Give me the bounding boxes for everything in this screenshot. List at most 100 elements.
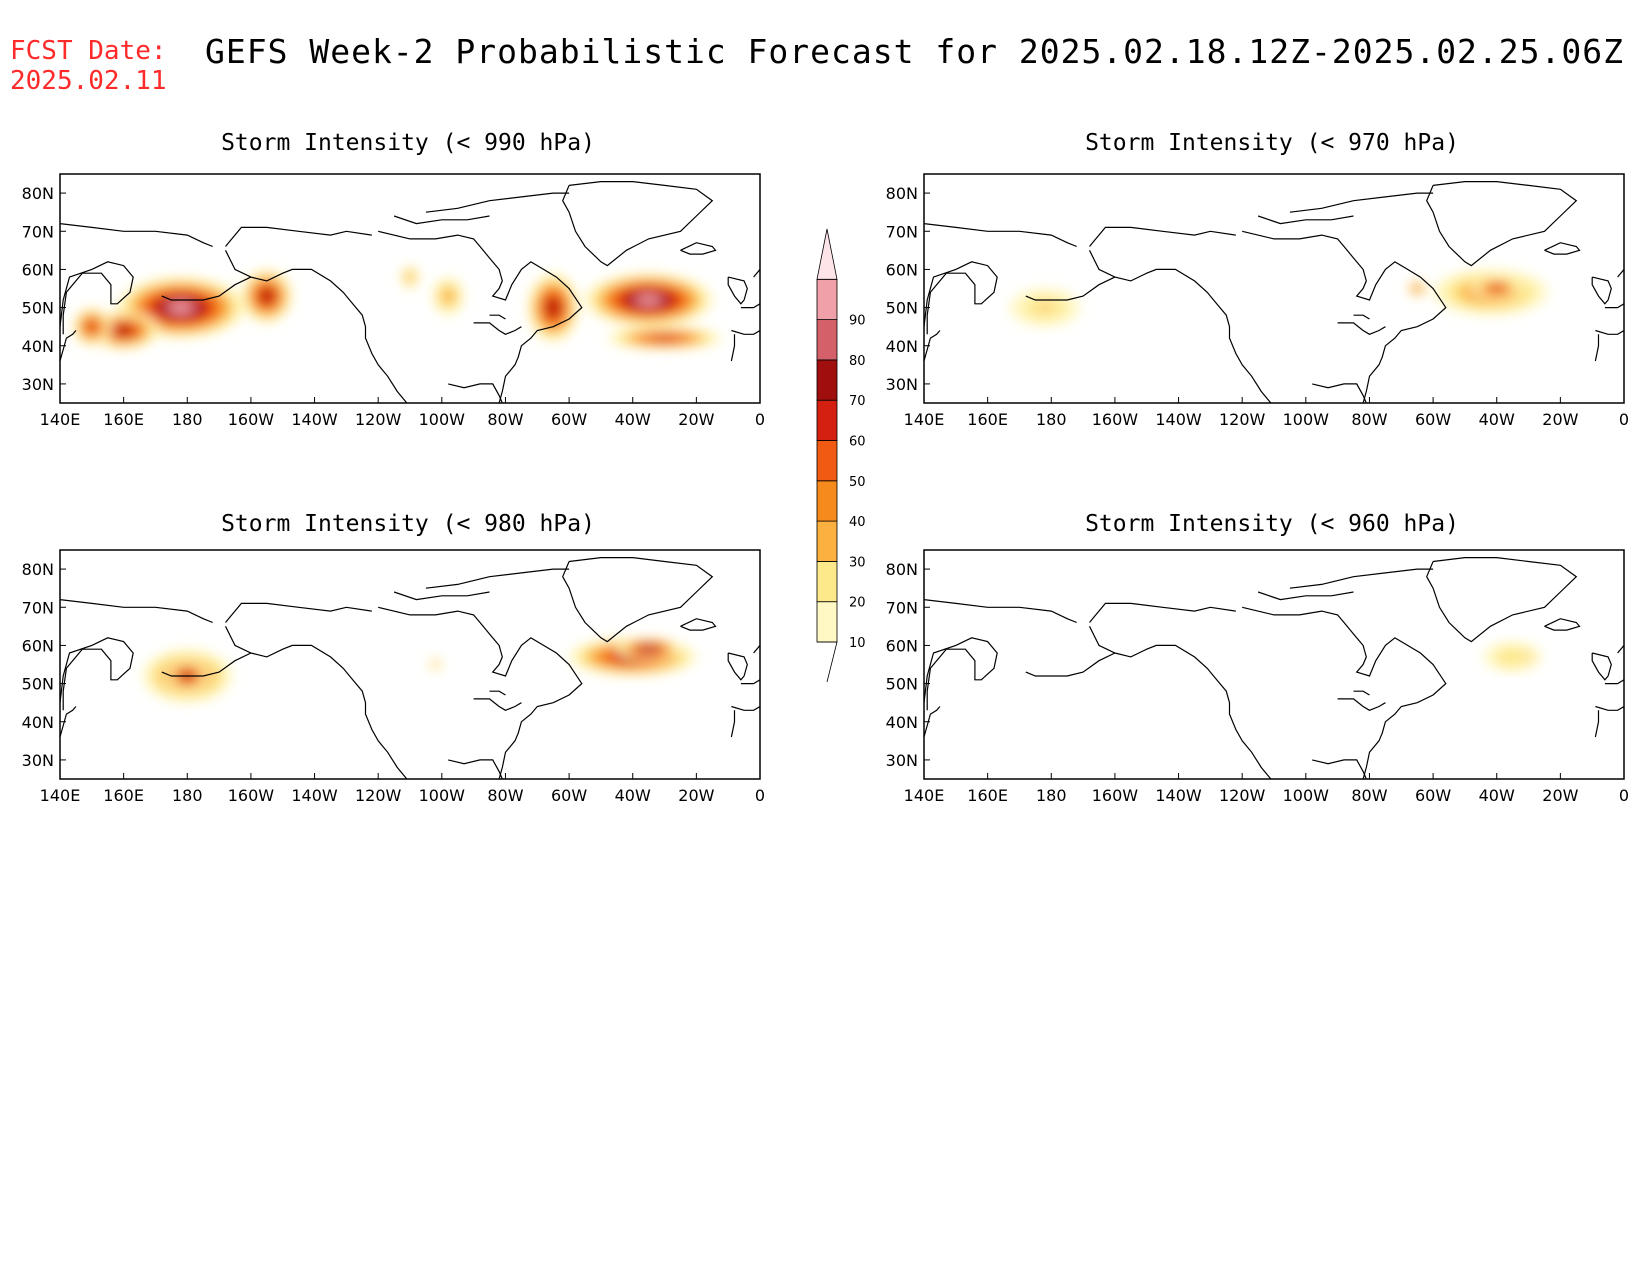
probability-contour-p990-5-3 (441, 287, 455, 305)
lat-tick-label-p970-4: 40N (886, 337, 918, 356)
coastline-p970-10 (1289, 192, 1434, 213)
lon-tick-label-p960-0: 140E (904, 786, 945, 805)
lon-tick-label-p960-8: 60W (1415, 786, 1451, 805)
probability-contour-p990-3-7 (261, 290, 272, 302)
lat-tick-label-p990-4: 40N (22, 337, 54, 356)
axis-ticks-970: 140E 160E 180 160W 140W 120W 100W 80W 60W 40W 20W 0… (886, 184, 1629, 429)
colorbar-swatch-1 (816, 561, 838, 603)
lat-tick-label-p970-2: 60N (886, 260, 918, 279)
coastline-p960-13 (1544, 618, 1581, 631)
lon-tick-label-p960-7: 80W (1351, 786, 1387, 805)
colorbar-label-5: 60 (849, 435, 866, 450)
panel-960hpa: Storm Intensity (< 960 hPa) 140E 160E 180 1… (886, 511, 1629, 805)
coastline-p980-17 (730, 710, 736, 738)
coastline-p980-6 (378, 606, 583, 779)
lon-tick-label-p980-6: 100W (419, 786, 466, 805)
lon-tick-label-p960-1: 160E (967, 786, 1008, 805)
probability-field-980 (142, 637, 697, 703)
lat-tick-label-p970-3: 50N (886, 299, 918, 318)
colorbar-swatch-3 (816, 480, 838, 522)
map-frame-980 (59, 549, 761, 780)
coastline-p990-12 (562, 181, 714, 267)
coastlines-980 (60, 557, 760, 779)
coastline-p990-16 (731, 329, 760, 335)
lon-tick-label-p980-10: 20W (678, 786, 714, 805)
coastline-p980-3 (225, 602, 372, 623)
coastline-p960-2 (924, 599, 1077, 624)
coastline-p980-16 (731, 705, 760, 711)
coastline-p980-1 (60, 706, 77, 738)
coastline-p970-11 (1257, 215, 1354, 225)
lon-tick-label-p960-2: 180 (1036, 786, 1067, 805)
coastline-p970-2 (924, 223, 1077, 248)
coastline-p990-18 (753, 269, 760, 278)
forecast-date-label: FCST Date: (10, 36, 167, 66)
main-title: GEFS Week-2 Probabilistic Forecast for 2… (205, 32, 1625, 71)
coastline-p990-0 (60, 261, 134, 335)
coastline-p970-6 (1242, 230, 1447, 403)
coastline-p970-13 (1544, 242, 1581, 255)
lon-tick-label-p990-9: 40W (615, 410, 651, 429)
probability-contour-p990-4-3 (405, 272, 415, 282)
coastline-p960-5 (1025, 652, 1116, 677)
coastline-p960-16 (1595, 705, 1624, 711)
lon-tick-label-p970-6: 100W (1283, 410, 1330, 429)
lat-tick-label-p970-1: 70N (886, 222, 918, 241)
lon-tick-label-p990-0: 140E (40, 410, 81, 429)
coastline-p980-12 (562, 557, 714, 643)
probability-contour-p960-0-2 (1495, 647, 1530, 667)
coastline-p980-15 (740, 679, 760, 685)
coastline-p970-1 (924, 330, 941, 362)
lon-tick-label-p960-6: 100W (1283, 786, 1330, 805)
lon-tick-label-p990-8: 60W (551, 410, 587, 429)
probability-field-970 (1009, 269, 1548, 327)
axis-ticks-990: 140E 160E 180 160W 140W 120W 100W 80W 60W 40W 20W 0… (22, 184, 765, 429)
map-frame-990 (59, 173, 761, 404)
coastline-p970-17 (1594, 334, 1600, 362)
coastline-p980-8 (473, 698, 522, 711)
lat-tick-label-p980-4: 40N (22, 713, 54, 732)
probability-field-990 (72, 265, 722, 350)
colorbar-label-6: 70 (849, 394, 866, 409)
coastline-p990-8 (473, 322, 522, 335)
colorbar-label-2: 30 (849, 555, 866, 570)
lon-tick-label-p980-11: 0 (755, 786, 765, 805)
panel-title-960: Storm Intensity (< 960 hPa) (1085, 511, 1459, 537)
lat-tick-label-p980-3: 50N (22, 675, 54, 694)
lat-tick-label-p960-5: 30N (886, 751, 918, 770)
colorbar-swatch-8 (816, 278, 838, 320)
lon-tick-label-p990-4: 140W (291, 410, 338, 429)
lat-tick-label-p990-5: 30N (22, 375, 54, 394)
coastline-p960-1 (924, 706, 941, 738)
lon-tick-label-p980-3: 160W (228, 786, 275, 805)
coastline-p990-2 (60, 223, 213, 248)
lon-tick-label-p990-7: 80W (487, 410, 523, 429)
lon-tick-label-p970-10: 20W (1542, 410, 1578, 429)
colorbar-label-8: 90 (849, 314, 866, 329)
coastline-p990-1 (60, 330, 77, 362)
colorbar-swatch-7 (816, 319, 838, 361)
coastline-p980-10 (425, 568, 570, 589)
lon-tick-label-p990-6: 100W (419, 410, 466, 429)
colorbar: 10 20 30 40 50 60 70 80 90 (816, 228, 866, 683)
lon-tick-label-p990-10: 20W (678, 410, 714, 429)
probability-contour-p990-8-6 (651, 335, 678, 341)
coastline-p960-8 (1337, 698, 1386, 711)
lon-tick-label-p980-8: 60W (551, 786, 587, 805)
colorbar-lower-tail (817, 641, 838, 683)
lon-tick-label-p970-0: 140E (904, 410, 945, 429)
coastline-p980-7 (448, 759, 503, 779)
coastlines-960 (924, 557, 1624, 779)
coastline-p990-10 (425, 192, 570, 213)
lon-tick-label-p970-7: 80W (1351, 410, 1387, 429)
probability-contour-p970-4-5 (1414, 286, 1420, 291)
probability-contour-p970-3-6 (1490, 285, 1503, 292)
lon-tick-label-p980-1: 160E (103, 786, 144, 805)
lon-tick-label-p960-10: 20W (1542, 786, 1578, 805)
forecast-date-block: FCST Date: 2025.02.11 (10, 36, 167, 96)
lon-tick-label-p980-0: 140E (40, 786, 81, 805)
lat-tick-label-p980-0: 80N (22, 560, 54, 579)
coastline-p980-2 (60, 599, 213, 624)
lat-tick-label-p990-1: 70N (22, 222, 54, 241)
